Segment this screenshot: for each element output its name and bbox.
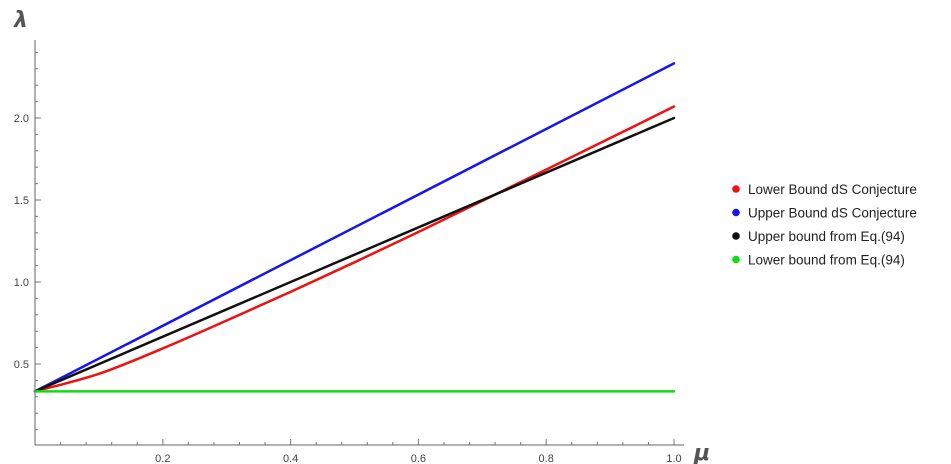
x-tick-label: 0.2: [155, 453, 170, 464]
axes: [35, 40, 684, 445]
x-tick-label: 0.4: [283, 453, 298, 464]
legend-marker: [732, 256, 740, 264]
legend-label: Upper Bound dS Conjecture: [748, 206, 917, 221]
x-tick-label: 1.0: [666, 453, 681, 464]
y-tick-label: 1.0: [14, 277, 29, 289]
x-tick-label: 0.6: [411, 453, 426, 464]
x-axis-title: μ: [693, 441, 710, 464]
legend-label: Lower bound from Eq.(94): [748, 253, 905, 268]
y-tick-label: 1.5: [14, 195, 29, 207]
series-layer: [35, 63, 674, 391]
legend-label: Upper bound from Eq.(94): [748, 229, 905, 244]
legend: Lower Bound dS Conjecture Upper Bound dS …: [732, 182, 917, 268]
series-line-2: [35, 63, 674, 391]
y-tick-label: 0.5: [14, 359, 29, 371]
legend-marker: [732, 232, 740, 240]
legend-marker: [732, 209, 740, 217]
series-line-1: [35, 107, 674, 392]
legend-marker: [732, 185, 740, 193]
series-line-3: [35, 118, 674, 391]
y-axis-title: λ: [13, 8, 28, 33]
legend-label: Lower Bound dS Conjecture: [748, 182, 917, 197]
x-tick-label: 0.8: [539, 453, 554, 464]
y-tick-label: 2.0: [14, 113, 29, 125]
